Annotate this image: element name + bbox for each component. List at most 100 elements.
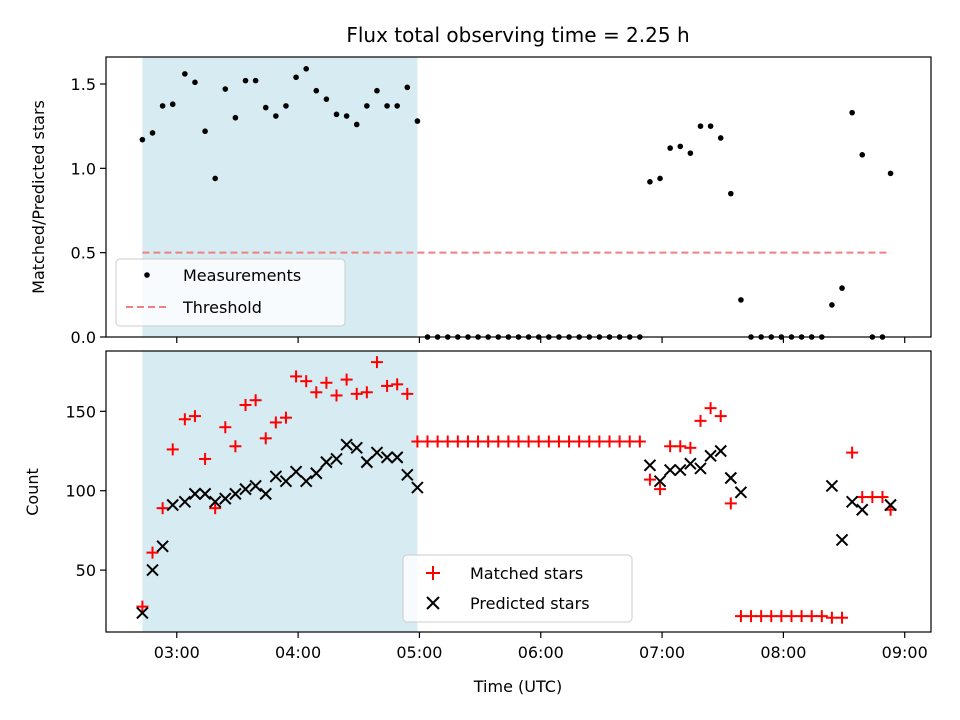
measurement-point [849,109,855,116]
matched-star-point [188,410,201,423]
matched-star-point [674,440,687,453]
legend-measurements-marker [144,272,150,278]
measurement-point [364,103,370,109]
matched-star-point [146,546,159,559]
predicted-star-point [249,479,262,493]
x-tick-label: 09:00 [882,643,928,662]
predicted-star-point [411,481,424,494]
measurement-point [738,297,744,303]
measurement-point [139,136,146,143]
matched-star-point [805,610,818,623]
top-panel: 0.0 0.5 1.0 1.5 Matched/Predicted stars Mea… [29,56,932,347]
measurement-point [333,111,340,118]
predicted-star-point [310,467,323,480]
matched-star-point [492,435,505,448]
measurement-point [414,118,421,124]
matched-star-point [563,435,576,448]
x-axis-label: Time (UTC) [473,677,562,696]
matched-star-point [320,376,333,389]
matched-star-point [694,414,707,427]
x-tick-label: 07:00 [639,643,685,662]
matched-star-point [219,421,232,434]
bottom-plot-frame [105,350,932,633]
predicted-star-point [269,470,283,483]
measurement-point [707,123,714,129]
predicted-star-point [714,444,727,458]
matched-star-point [279,411,292,424]
matched-star-point [421,435,434,448]
x-tick-label: 05:00 [396,643,442,662]
measurement-point [182,71,188,77]
matched-star-point [360,386,373,399]
y-tick-label: 0.5 [71,244,96,263]
measurement-point [887,170,894,177]
measurement-point [839,285,845,291]
legend-measurements-label: Measurements [183,266,301,285]
matched-star-point [330,389,343,402]
legend-predicted-label: Predicted stars [470,594,590,613]
bottom-panel: 50 100 150 03:00 04:00 05:00 06:00 07:00 08:00 0… [23,350,932,696]
highlight-span [142,351,418,632]
predicted-star-point [198,487,212,501]
predicted-star-point [239,482,252,496]
predicted-star-point [856,503,869,516]
x-tick-label: 03:00 [154,643,200,662]
legend-matched-label: Matched stars [470,564,583,583]
matched-star-point [795,610,808,623]
predicted-star-point [724,471,738,485]
measurement-point [192,79,198,86]
matched-star-point [209,502,222,515]
predicted-star-point [188,487,202,501]
matched-star-point [290,370,303,383]
measurement-point [159,103,166,109]
matched-star-point [166,443,179,456]
matched-star-point [654,483,667,496]
predicted-star-point [390,451,404,464]
matched-star-point [472,435,485,448]
matched-star-point [522,435,535,448]
measurement-point [859,152,866,158]
matched-star-point [633,435,646,448]
predicted-star-point [401,468,414,482]
matched-star-point [876,491,889,504]
measurement-point [293,74,299,81]
measurement-point [252,77,259,84]
matched-star-point [755,610,768,623]
predicted-star-point [845,495,859,509]
matched-star-point [664,440,677,453]
chart-title: Flux total observing time = 2.25 h [346,23,689,47]
measurement-point [394,103,400,109]
measurement-point [303,66,309,72]
matched-star-point [269,416,282,429]
predicted-star-point [330,452,343,466]
measurement-point [262,104,269,111]
matched-star-point [482,435,495,448]
predicted-star-point [370,446,384,459]
bottom-y-axis-label: Count [23,468,42,516]
predicted-star-point [360,455,374,469]
measurement-point [222,86,229,92]
predicted-star-point [684,457,697,470]
matched-star-point [825,611,838,624]
measurement-point [313,87,320,94]
y-tick-label: 50 [76,561,96,580]
measurement-point [212,175,218,182]
x-tick-label: 06:00 [518,643,564,662]
legend-matched-marker [426,566,440,580]
matched-star-point [381,379,394,392]
matched-star-point [431,435,444,448]
measurement-point [202,128,208,135]
measurement-point [169,101,176,108]
matched-star-point [593,435,606,448]
matched-star-point [512,435,525,448]
matched-star-point [451,435,464,448]
y-tick-label: 1.5 [71,75,96,94]
matched-star-point [613,435,626,448]
matched-star-point [745,610,758,623]
predicted-star-point [136,606,149,620]
predicted-star-point [884,498,897,512]
measurement-point [728,190,734,197]
matched-star-point [724,497,737,510]
predicted-star-point [835,533,849,547]
y-tick-label: 100 [65,482,96,501]
